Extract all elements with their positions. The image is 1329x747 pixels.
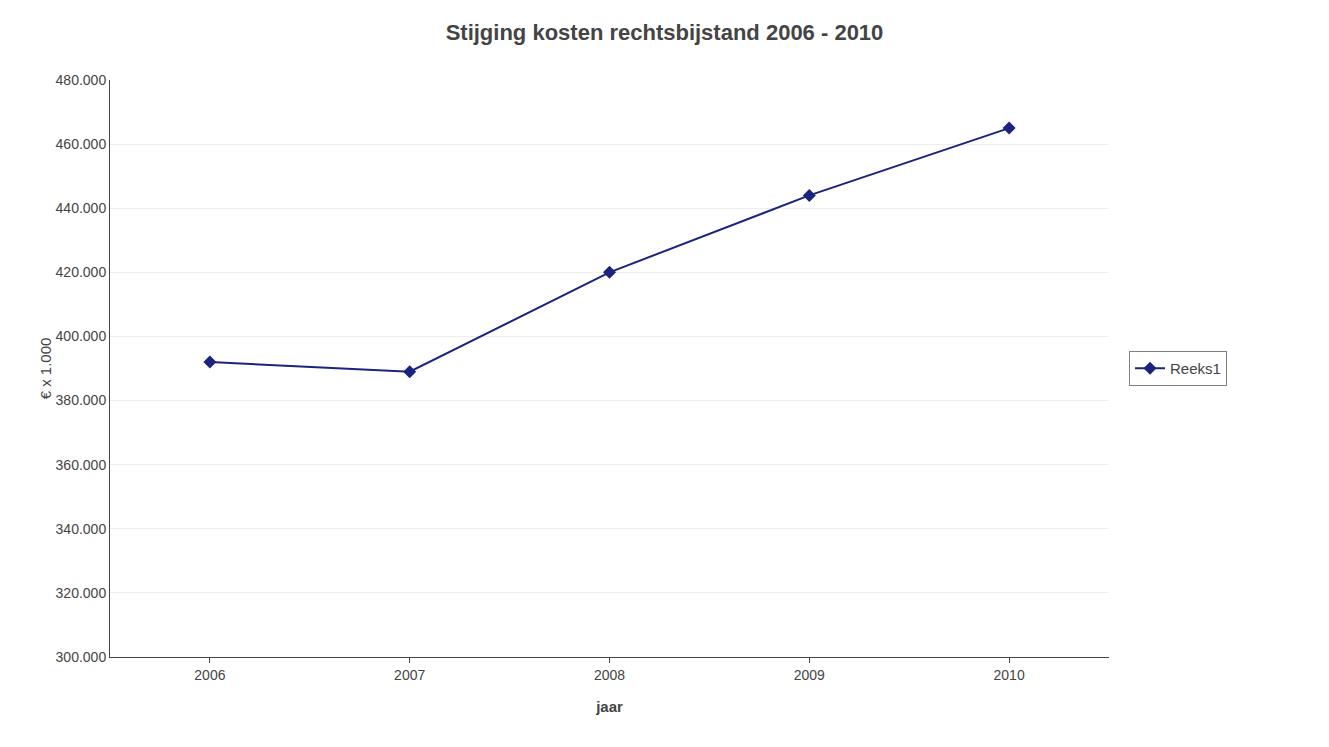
svg-text:400.000: 400.000	[56, 328, 107, 344]
svg-text:380.000: 380.000	[56, 392, 107, 408]
svg-text:Reeks1: Reeks1	[1170, 360, 1221, 377]
svg-text:Stijging kosten rechtsbijstand: Stijging kosten rechtsbijstand 2006 - 20…	[446, 20, 884, 45]
svg-text:460.000: 460.000	[56, 136, 107, 152]
svg-text:jaar: jaar	[595, 698, 623, 715]
svg-text:2008: 2008	[594, 667, 625, 683]
svg-text:340.000: 340.000	[56, 521, 107, 537]
svg-text:480.000: 480.000	[56, 72, 107, 88]
svg-text:2007: 2007	[394, 667, 425, 683]
svg-text:320.000: 320.000	[56, 585, 107, 601]
svg-text:2009: 2009	[794, 667, 825, 683]
svg-text:420.000: 420.000	[56, 264, 107, 280]
svg-text:300.000: 300.000	[56, 649, 107, 665]
svg-text:€ x 1.000: € x 1.000	[37, 338, 54, 400]
svg-text:360.000: 360.000	[56, 457, 107, 473]
svg-text:2006: 2006	[194, 667, 225, 683]
svg-text:440.000: 440.000	[56, 200, 107, 216]
svg-text:2010: 2010	[994, 667, 1025, 683]
